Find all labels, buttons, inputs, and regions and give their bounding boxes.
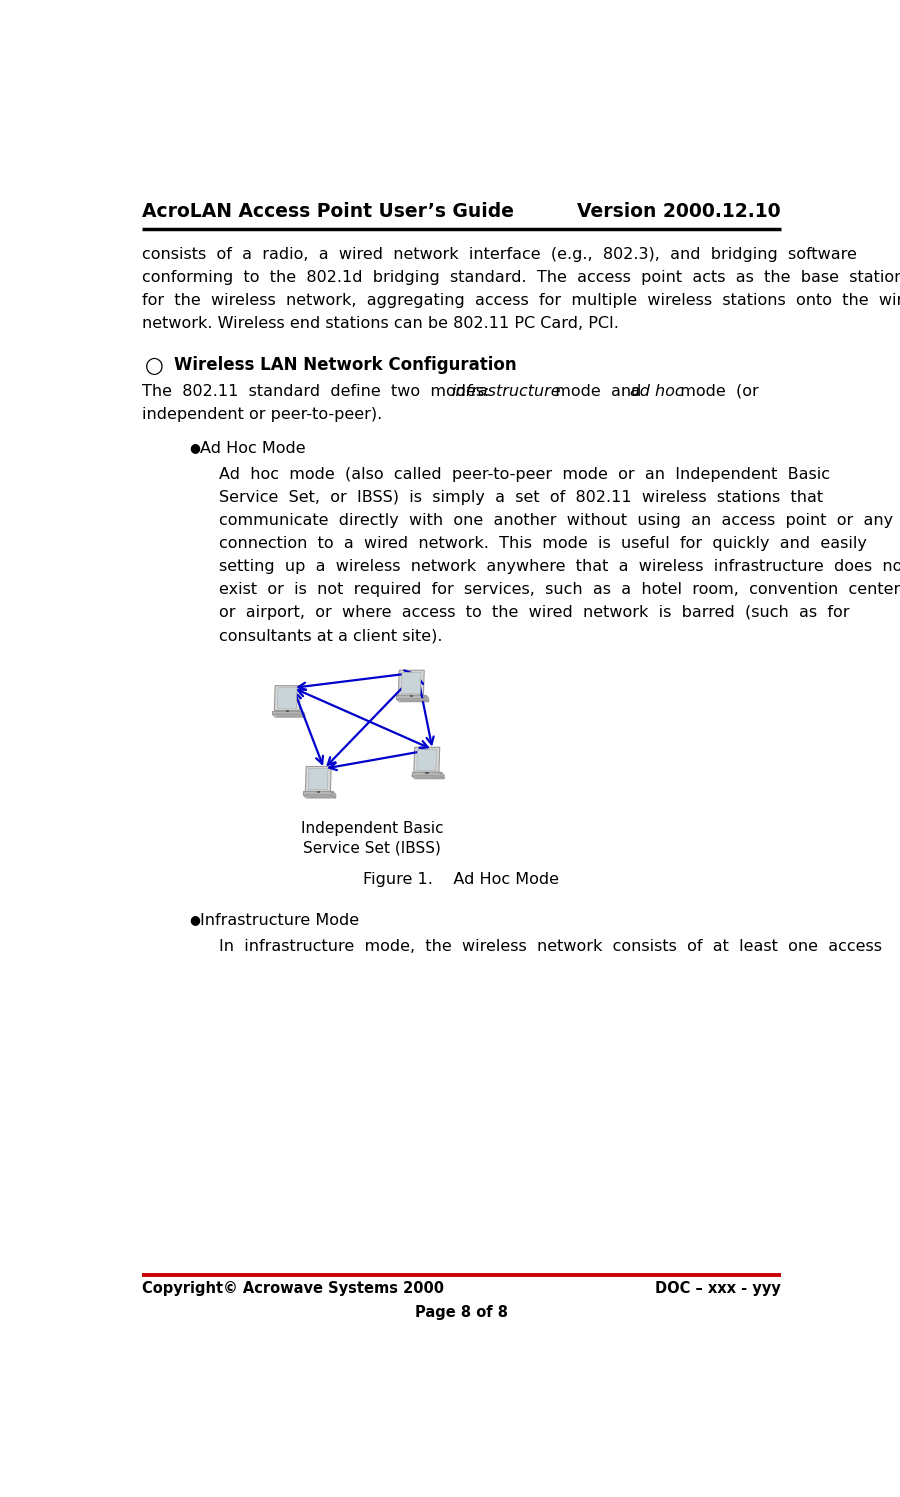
Polygon shape: [415, 775, 441, 778]
Polygon shape: [330, 792, 334, 798]
Text: DOC – xxx - yyy: DOC – xxx - yyy: [655, 1281, 780, 1296]
Text: The  802.11  standard  define  two  modes:: The 802.11 standard define two modes:: [142, 383, 495, 398]
Polygon shape: [305, 766, 331, 792]
Text: conforming  to  the  802.1d  bridging  standard.  The  access  point  acts  as  : conforming to the 802.1d bridging standa…: [142, 269, 900, 284]
Polygon shape: [441, 772, 445, 778]
Text: In  infrastructure  mode,  the  wireless  network  consists  of  at  least  one : In infrastructure mode, the wireless net…: [220, 939, 882, 954]
Text: exist  or  is  not  required  for  services,  such  as  a  hotel  room,  convent: exist or is not required for services, s…: [220, 582, 900, 597]
Text: Service Set (IBSS): Service Set (IBSS): [303, 841, 441, 856]
Text: Ad Hoc Mode: Ad Hoc Mode: [200, 442, 306, 457]
Polygon shape: [401, 672, 421, 693]
Polygon shape: [411, 775, 445, 778]
Text: Independent Basic: Independent Basic: [301, 820, 444, 835]
Text: Wireless LAN Network Configuration: Wireless LAN Network Configuration: [175, 356, 518, 374]
Text: setting  up  a  wireless  network  anywhere  that  a  wireless  infrastructure  : setting up a wireless network anywhere t…: [220, 560, 900, 575]
Polygon shape: [426, 695, 428, 702]
Polygon shape: [414, 747, 440, 772]
Polygon shape: [396, 699, 428, 702]
Polygon shape: [417, 748, 436, 771]
Polygon shape: [274, 686, 301, 711]
Polygon shape: [309, 768, 328, 789]
Text: Copyright© Acrowave Systems 2000: Copyright© Acrowave Systems 2000: [142, 1281, 444, 1296]
Text: mode  (or: mode (or: [670, 383, 759, 398]
Text: independent or peer-to-peer).: independent or peer-to-peer).: [142, 407, 382, 422]
Polygon shape: [303, 795, 336, 798]
Polygon shape: [303, 792, 333, 795]
Polygon shape: [396, 695, 426, 699]
Text: network. Wireless end stations can be 802.11 PC Card, PCI.: network. Wireless end stations can be 80…: [142, 316, 619, 331]
Polygon shape: [300, 711, 302, 717]
Text: ●: ●: [189, 913, 200, 927]
Polygon shape: [439, 772, 442, 778]
Text: or  airport,  or  where  access  to  the  wired  network  is  barred  (such  as : or airport, or where access to the wired…: [220, 605, 850, 620]
Text: mode  and: mode and: [545, 383, 647, 398]
Polygon shape: [302, 711, 305, 717]
Text: ●: ●: [189, 442, 200, 455]
Text: ad hoc: ad hoc: [630, 383, 684, 398]
Text: AcroLAN Access Point User’s Guide: AcroLAN Access Point User’s Guide: [142, 202, 514, 222]
Text: ○: ○: [145, 356, 164, 376]
Polygon shape: [272, 711, 302, 714]
Polygon shape: [275, 714, 302, 717]
Polygon shape: [277, 687, 297, 708]
Text: Figure 1.    Ad Hoc Mode: Figure 1. Ad Hoc Mode: [364, 871, 559, 886]
Text: consists  of  a  radio,  a  wired  network  interface  (e.g.,  802.3),  and  bri: consists of a radio, a wired network int…: [142, 247, 857, 262]
Text: Version 2000.12.10: Version 2000.12.10: [577, 202, 780, 222]
Text: Ad  hoc  mode  (also  called  peer-to-peer  mode  or  an  Independent  Basic: Ad hoc mode (also called peer-to-peer mo…: [220, 467, 831, 482]
Polygon shape: [333, 792, 336, 798]
Text: connection  to  a  wired  network.  This  mode  is  useful  for  quickly  and  e: connection to a wired network. This mode…: [220, 536, 868, 551]
Polygon shape: [399, 671, 424, 695]
Polygon shape: [306, 795, 332, 798]
Text: Page 8 of 8: Page 8 of 8: [415, 1305, 508, 1320]
Text: consultants at a client site).: consultants at a client site).: [220, 629, 443, 644]
Polygon shape: [272, 714, 305, 717]
Polygon shape: [423, 695, 427, 702]
Text: Infrastructure Mode: Infrastructure Mode: [200, 913, 359, 928]
Text: for  the  wireless  network,  aggregating  access  for  multiple  wireless  stat: for the wireless network, aggregating ac…: [142, 293, 900, 308]
Polygon shape: [411, 772, 441, 775]
Polygon shape: [399, 699, 425, 701]
Text: Service  Set,  or  IBSS)  is  simply  a  set  of  802.11  wireless  stations  th: Service Set, or IBSS) is simply a set of…: [220, 490, 824, 504]
Text: communicate  directly  with  one  another  without  using  an  access  point  or: communicate directly with one another wi…: [220, 513, 894, 528]
Text: infrastructure: infrastructure: [452, 383, 562, 398]
